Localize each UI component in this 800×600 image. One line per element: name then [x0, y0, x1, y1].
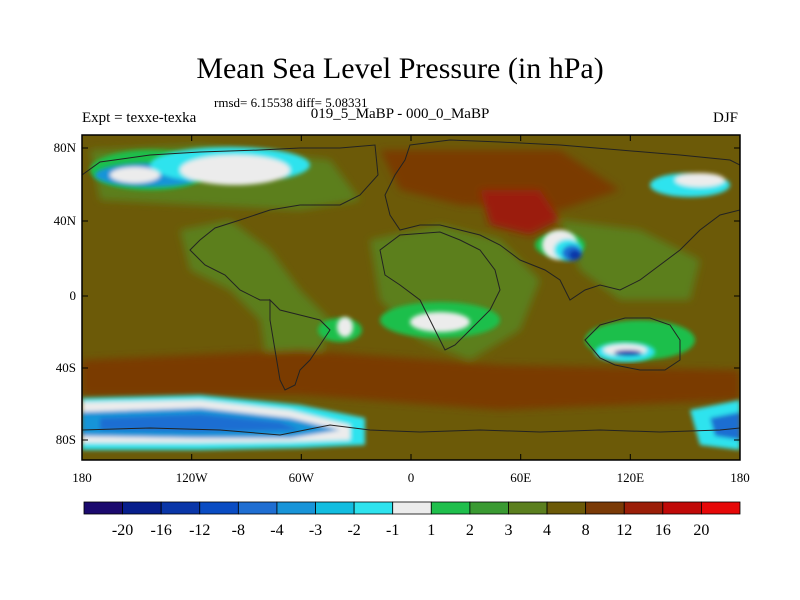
colorbar-swatch: [430, 501, 471, 515]
field-darkblue-tibet: [569, 250, 581, 260]
colorbar-swatch: [83, 501, 123, 515]
colorbar-label: 2: [465, 522, 474, 539]
colorbar-swatch: [237, 501, 278, 515]
colorbar-label: -1: [386, 522, 400, 539]
field-brown-northern: [380, 150, 620, 210]
field-blue-antarctic-east: [710, 412, 740, 440]
colorbar-label: -16: [150, 522, 172, 539]
season-label: DJF: [712, 110, 738, 126]
lon-label-120w: 120W: [175, 470, 208, 485]
colorbar-swatch: [199, 501, 239, 515]
colorbar-swatch: [623, 501, 664, 515]
lon-label-60e: 60E: [510, 470, 532, 485]
chart-title: Mean Sea Level Pressure (in hPa): [196, 52, 604, 85]
lon-label-60w: 60W: [288, 470, 314, 485]
stats-label: rmsd= 6.15538 diff= 5.08331: [214, 95, 368, 110]
colorbar-label: 12: [616, 522, 633, 539]
colorbar-swatch: [122, 501, 162, 515]
colorbar-swatch: [392, 501, 432, 515]
lat-label-0: 0: [69, 288, 77, 303]
colorbar-swatch: [546, 501, 587, 515]
colorbar-label: -20: [111, 522, 134, 539]
lon-label-0: 0: [407, 470, 415, 485]
comparison-label: 019_5_MaBP - 000_0_MaBP: [310, 106, 490, 122]
colorbar-swatch: [701, 501, 741, 515]
colorbar-label: 3: [504, 522, 513, 539]
colorbar-swatch: [469, 501, 509, 515]
colorbar-label: 16: [654, 522, 671, 539]
colorbar-swatch: [585, 501, 625, 515]
colorbar-label: 20: [693, 522, 710, 539]
colorbar-swatch: [315, 501, 355, 515]
field-white-brazil: [337, 317, 353, 337]
colorbar-swatch: [160, 501, 201, 515]
lat-label-40n: 40N: [53, 213, 76, 228]
colorbar-swatch: [276, 501, 316, 515]
lat-label-80n: 80N: [53, 140, 76, 155]
coastlines: [82, 139, 740, 436]
colorbar-swatch: [662, 501, 702, 515]
field-brown-southern: [82, 350, 740, 410]
axis-ticks: [81, 135, 741, 460]
field-white-canada: [180, 155, 290, 185]
colorbar-label: 8: [581, 522, 590, 539]
colorbar-label: -3: [308, 522, 323, 539]
lon-label-120e: 120E: [616, 470, 645, 485]
colorbar-label: 1: [427, 522, 436, 539]
field-white-atlantic: [410, 312, 470, 332]
colorbar-swatch: [353, 501, 394, 515]
field-white-siberia: [675, 173, 725, 187]
field-darkblue-australia: [614, 350, 642, 356]
colorbar-label: -4: [270, 522, 284, 539]
colorbar-swatch: [508, 501, 548, 515]
field-white-alaska: [110, 167, 160, 183]
colorbar-label: -8: [231, 522, 246, 539]
field-green-americas: [180, 220, 330, 390]
colorbar-label: 4: [543, 522, 552, 539]
lat-label-80s: 80S: [55, 432, 76, 447]
field-green-eurasia: [560, 220, 700, 300]
lon-label-180e: 180: [730, 470, 750, 485]
field-red-asia: [480, 190, 560, 235]
colorbar: [83, 501, 741, 515]
colorbar-label: -2: [347, 522, 361, 539]
lon-label-180w: 180: [72, 470, 92, 485]
colorbar-label: -12: [189, 522, 211, 539]
expt-label: Expt = texxe-texka: [82, 110, 197, 126]
pressure-field: [82, 135, 740, 460]
lat-label-40s: 40S: [55, 360, 76, 375]
